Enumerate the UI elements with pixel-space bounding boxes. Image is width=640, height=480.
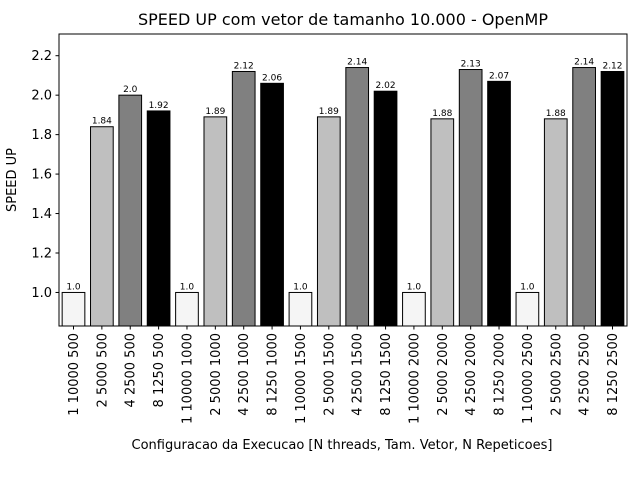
bar bbox=[345, 67, 370, 327]
bar bbox=[118, 94, 143, 327]
bar-value-label: 2.12 bbox=[234, 61, 254, 71]
bar-value-label: 2.02 bbox=[376, 81, 396, 91]
bar bbox=[600, 70, 625, 327]
bar-value-label: 1.84 bbox=[92, 117, 112, 127]
x-tick-label: 2 5000 1000 bbox=[209, 333, 224, 416]
y-tick-label: 1.6 bbox=[31, 168, 52, 183]
y-tick-label: 1.0 bbox=[31, 286, 52, 301]
x-tick-label: 8 1250 2000 bbox=[493, 333, 508, 416]
bar bbox=[316, 116, 341, 327]
x-tick-label: 4 2500 1500 bbox=[351, 333, 366, 416]
x-tick-label: 2 5000 1500 bbox=[322, 333, 337, 416]
bar bbox=[572, 67, 596, 327]
bar-value-label: 1.0 bbox=[520, 282, 535, 292]
bar bbox=[61, 291, 86, 327]
bar bbox=[543, 118, 568, 327]
bar-value-label: 2.14 bbox=[347, 58, 367, 68]
bar-value-label: 2.13 bbox=[461, 60, 481, 70]
bar-value-label: 1.0 bbox=[407, 282, 422, 292]
y-tick-label: 1.4 bbox=[31, 207, 52, 222]
x-tick-label: 4 2500 500 bbox=[124, 333, 139, 407]
x-tick-label: 8 1250 1500 bbox=[379, 333, 394, 416]
y-tick-label: 1.2 bbox=[31, 247, 52, 262]
y-tick-label: 2.2 bbox=[31, 49, 52, 64]
bar-value-label: 1.0 bbox=[293, 282, 308, 292]
y-axis: 1.0 1.2 1.4 1.6 1.8 2.0 2.2 bbox=[31, 49, 59, 301]
bar bbox=[373, 90, 398, 327]
bar-value-label: 2.0 bbox=[123, 85, 138, 95]
x-tick-label: 4 2500 1000 bbox=[237, 333, 252, 416]
bar bbox=[90, 126, 114, 327]
bar-value-label: 1.92 bbox=[149, 101, 169, 111]
bar-value-label: 1.88 bbox=[546, 109, 566, 119]
x-tick-label: 1 10000 1000 bbox=[180, 333, 195, 424]
y-tick-label: 2.0 bbox=[31, 89, 52, 104]
x-tick-label: 1 10000 2500 bbox=[521, 333, 536, 424]
x-tick-label: 4 2500 2000 bbox=[464, 333, 479, 416]
x-tick-label: 8 1250 2500 bbox=[606, 333, 621, 416]
plot-frame bbox=[58, 33, 628, 327]
x-tick-label: 2 5000 2500 bbox=[549, 333, 564, 416]
bar-value-label: 2.06 bbox=[262, 73, 282, 83]
x-tick-label: 8 1250 1000 bbox=[266, 333, 281, 416]
bar-value-label: 2.07 bbox=[489, 71, 509, 81]
x-tick-label: 2 5000 500 bbox=[95, 333, 110, 407]
y-tick-label: 1.8 bbox=[31, 128, 52, 143]
x-axis: 1 10000 500 2 5000 500 4 2500 500 8 1250 50… bbox=[67, 326, 621, 424]
x-tick-label: 2 5000 2000 bbox=[436, 333, 451, 416]
bar bbox=[487, 80, 511, 327]
bar bbox=[430, 118, 455, 327]
bar bbox=[260, 82, 284, 327]
bar-value-label: 2.14 bbox=[574, 58, 594, 68]
bars-group bbox=[61, 67, 625, 327]
x-tick-label: 1 10000 1500 bbox=[294, 333, 309, 424]
bar bbox=[288, 291, 313, 327]
bar bbox=[231, 70, 256, 327]
x-tick-label: 4 2500 2500 bbox=[578, 333, 593, 416]
y-axis-label: SPEED UP bbox=[5, 148, 20, 212]
bar-value-label: 1.89 bbox=[319, 107, 339, 117]
bar-value-label: 1.88 bbox=[432, 109, 452, 119]
bar bbox=[146, 110, 171, 327]
bar bbox=[402, 291, 426, 327]
bar-value-label: 1.0 bbox=[180, 282, 195, 292]
chart-title: SPEED UP com vetor de tamanho 10.000 - O… bbox=[138, 10, 548, 29]
bar-value-label: 2.12 bbox=[602, 61, 622, 71]
bar bbox=[203, 116, 228, 327]
x-tick-label: 8 1250 500 bbox=[152, 333, 167, 407]
bar-value-label: 1.89 bbox=[205, 107, 225, 117]
bar-value-label: 1.0 bbox=[66, 282, 81, 292]
data-labels-group: 1.0 1.84 2.0 1.92 1.0 1.89 2.12 2.06 1.0 1.89 2.14… bbox=[66, 58, 622, 293]
x-tick-label: 1 10000 500 bbox=[67, 333, 82, 416]
bar bbox=[175, 291, 199, 327]
x-axis-label: Configuracao da Execucao [N threads, Tam… bbox=[132, 438, 553, 453]
bar bbox=[458, 69, 483, 327]
x-tick-label: 1 10000 2000 bbox=[407, 333, 422, 424]
bar bbox=[515, 291, 540, 327]
